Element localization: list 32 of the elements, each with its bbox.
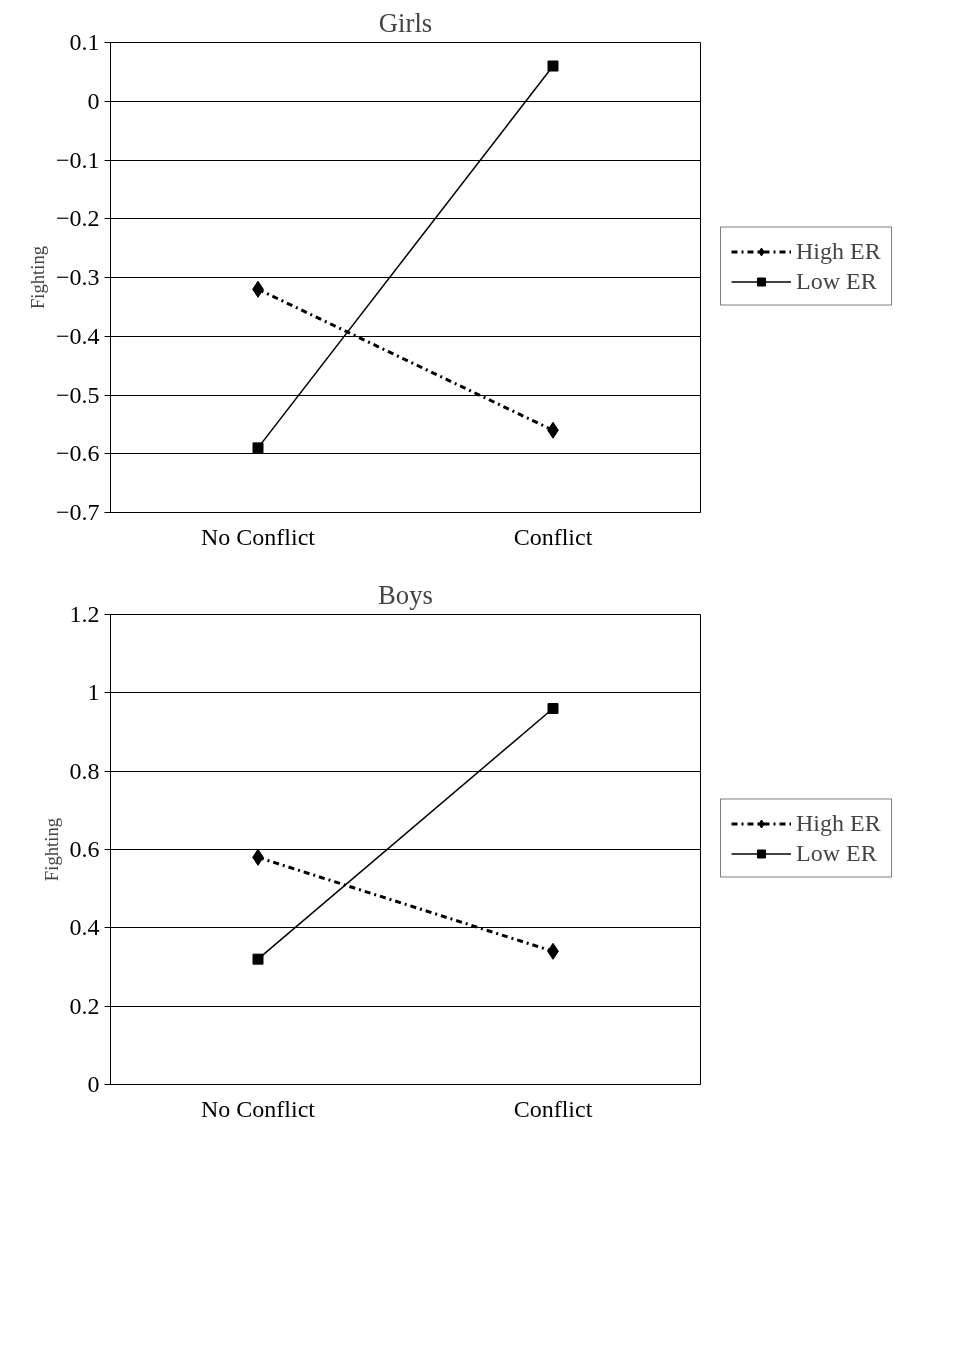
y-tick-label: −0.2 — [55, 205, 100, 232]
point — [252, 953, 264, 965]
y-tick-label: −0.1 — [55, 146, 100, 173]
legend-label: High ER — [796, 237, 881, 265]
y-tick-label: 0 — [87, 1071, 100, 1097]
x-tick-label: Conflict — [513, 523, 593, 550]
x-tick-label: No Conflict — [201, 1095, 316, 1122]
y-tick-label: 1.2 — [69, 601, 100, 627]
chart-title: Boys — [378, 579, 433, 610]
x-tick-label: No Conflict — [201, 523, 316, 550]
y-axis-title: Fighting — [26, 245, 48, 310]
y-tick-label: 0 — [87, 87, 100, 114]
y-tick-label: 0.6 — [69, 836, 100, 862]
y-tick-label: −0.6 — [55, 440, 100, 467]
point — [547, 60, 559, 72]
chart-title: Girls — [378, 7, 433, 38]
legend-label: Low ER — [796, 839, 877, 867]
y-axis-title: Fighting — [40, 817, 62, 882]
point — [547, 703, 559, 714]
y-tick-label: 1 — [87, 679, 100, 706]
x-tick-label: Conflict — [513, 1095, 593, 1122]
y-tick-label: −0.3 — [55, 264, 100, 290]
y-tick-label: 0.4 — [69, 914, 100, 941]
y-tick-label: 0.2 — [69, 992, 100, 1019]
y-tick-label: −0.7 — [55, 499, 100, 525]
point — [252, 442, 264, 454]
y-tick-label: 0.8 — [69, 757, 100, 784]
y-tick-label: 0.1 — [69, 29, 100, 55]
y-tick-label: −0.5 — [55, 381, 100, 408]
legend-label: Low ER — [796, 267, 877, 295]
y-tick-label: −0.4 — [55, 322, 100, 349]
legend-label: High ER — [796, 809, 881, 837]
